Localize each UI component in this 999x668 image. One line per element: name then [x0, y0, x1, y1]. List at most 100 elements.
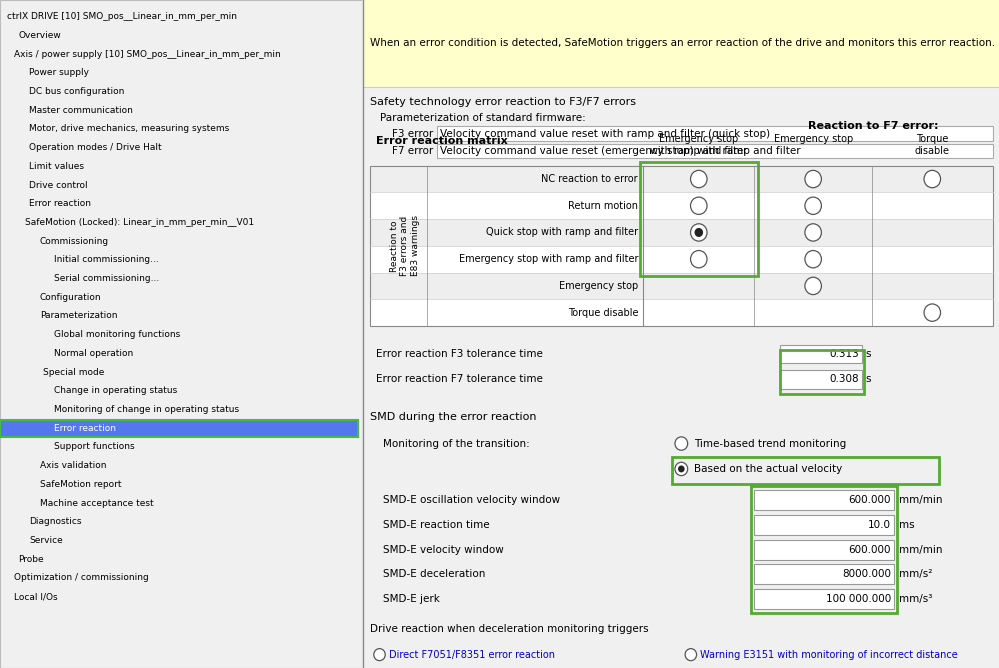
Text: Time-based trend monitoring: Time-based trend monitoring	[694, 439, 846, 448]
Text: SafeMotion report: SafeMotion report	[40, 480, 121, 489]
Text: Commissioning: Commissioning	[40, 236, 109, 246]
Text: Velocity command value reset with ramp and filter (quick stop): Velocity command value reset with ramp a…	[440, 129, 770, 138]
Bar	[751, 486, 897, 613]
Text: Change in operating status: Change in operating status	[54, 386, 178, 395]
Bar	[437, 126, 993, 141]
Text: Emergency stop with ramp and filter: Emergency stop with ramp and filter	[459, 255, 638, 264]
Text: Diagnostics: Diagnostics	[29, 517, 82, 526]
Text: Monitoring of change in operating status: Monitoring of change in operating status	[54, 405, 240, 414]
Text: Emergency stop
with ramp and filter: Emergency stop with ramp and filter	[650, 134, 747, 156]
Text: F7 error: F7 error	[393, 146, 434, 156]
Bar	[370, 219, 993, 246]
Text: 600.000: 600.000	[848, 496, 891, 505]
Circle shape	[675, 437, 687, 450]
Bar	[370, 273, 993, 299]
Text: Return motion: Return motion	[568, 201, 638, 210]
Circle shape	[805, 170, 821, 188]
Circle shape	[675, 462, 687, 476]
Text: Error reaction matrix: Error reaction matrix	[377, 136, 508, 146]
Text: s: s	[865, 349, 871, 359]
Text: Operation modes / Drive Halt: Operation modes / Drive Halt	[29, 143, 162, 152]
Text: Power supply: Power supply	[29, 68, 89, 77]
Text: s: s	[865, 375, 871, 384]
Bar	[0, 420, 358, 437]
Text: Error reaction F7 tolerance time: Error reaction F7 tolerance time	[377, 375, 543, 384]
Text: 8000.000: 8000.000	[842, 570, 891, 579]
Text: When an error condition is detected, SafeMotion triggers an error reaction of th: When an error condition is detected, Saf…	[370, 39, 995, 48]
Text: Warning E3151 with monitoring of incorrect distance: Warning E3151 with monitoring of incorre…	[700, 650, 958, 659]
Text: Configuration: Configuration	[40, 293, 102, 302]
Text: Local I/Os: Local I/Os	[14, 592, 58, 601]
Bar	[754, 515, 894, 535]
Text: NC reaction to error: NC reaction to error	[541, 174, 638, 184]
Text: Service: Service	[29, 536, 63, 545]
Text: Motor, drive mechanics, measuring systems: Motor, drive mechanics, measuring system…	[29, 124, 229, 134]
Text: SMD-E reaction time: SMD-E reaction time	[383, 520, 490, 530]
Text: SafeMotion (Locked): Linear_in_mm_per_min__V01: SafeMotion (Locked): Linear_in_mm_per_mi…	[25, 218, 255, 227]
Text: Support functions: Support functions	[54, 442, 135, 452]
Bar	[370, 299, 993, 326]
Bar	[640, 162, 757, 276]
Text: ctrlX DRIVE [10] SMO_pos__Linear_in_mm_per_min: ctrlX DRIVE [10] SMO_pos__Linear_in_mm_p…	[7, 12, 237, 21]
Text: Based on the actual velocity: Based on the actual velocity	[694, 464, 842, 474]
Circle shape	[685, 649, 696, 661]
Circle shape	[374, 649, 386, 661]
Text: Machine acceptance test: Machine acceptance test	[40, 498, 154, 508]
Text: SMD during the error reaction: SMD during the error reaction	[370, 412, 536, 422]
Circle shape	[805, 277, 821, 295]
Bar	[754, 564, 894, 584]
Text: Parameterization of standard firmware:: Parameterization of standard firmware:	[380, 113, 585, 122]
Bar	[780, 345, 862, 363]
Text: mm/s³: mm/s³	[899, 595, 933, 604]
Bar	[754, 589, 894, 609]
Bar	[370, 166, 993, 192]
Text: 10.0: 10.0	[868, 520, 891, 530]
Text: Axis validation: Axis validation	[40, 461, 106, 470]
Text: Global monitoring functions: Global monitoring functions	[54, 330, 181, 339]
Bar	[671, 457, 939, 484]
Circle shape	[924, 170, 940, 188]
Text: Parameterization: Parameterization	[40, 311, 117, 321]
Circle shape	[805, 250, 821, 268]
Text: Direct F7051/F8351 error reaction: Direct F7051/F8351 error reaction	[389, 650, 555, 659]
Text: Axis / power supply [10] SMO_pos__Linear_in_mm_per_min: Axis / power supply [10] SMO_pos__Linear…	[14, 49, 281, 59]
Text: 0.313: 0.313	[829, 349, 859, 359]
Circle shape	[924, 304, 940, 321]
Text: Emergency stop: Emergency stop	[558, 281, 638, 291]
Text: Normal operation: Normal operation	[54, 349, 134, 358]
Circle shape	[690, 197, 707, 214]
Bar	[370, 192, 993, 219]
Text: Optimization / commissioning: Optimization / commissioning	[14, 573, 149, 582]
Bar	[437, 144, 993, 158]
Bar	[780, 370, 862, 389]
Text: Monitoring of the transition:: Monitoring of the transition:	[383, 439, 529, 448]
Text: Drive control: Drive control	[29, 180, 88, 190]
Text: Error reaction F3 tolerance time: Error reaction F3 tolerance time	[377, 349, 543, 359]
Text: Error reaction: Error reaction	[54, 424, 116, 433]
Bar	[364, 0, 999, 87]
Text: DC bus configuration: DC bus configuration	[29, 87, 124, 96]
Text: Velocity command value reset (emergency stop) with ramp and filter: Velocity command value reset (emergency …	[440, 146, 800, 156]
Text: F3 error: F3 error	[393, 129, 434, 138]
Text: Limit values: Limit values	[29, 162, 84, 171]
Circle shape	[690, 224, 707, 241]
Bar	[780, 350, 864, 394]
Circle shape	[805, 224, 821, 241]
Text: Probe: Probe	[18, 554, 44, 564]
Text: Serial commissioning...: Serial commissioning...	[54, 274, 160, 283]
Bar	[754, 540, 894, 560]
Text: Drive reaction when deceleration monitoring triggers: Drive reaction when deceleration monitor…	[370, 625, 648, 634]
Text: Overview: Overview	[18, 31, 61, 40]
Text: Reaction to
F3 errors and
E83 warnings: Reaction to F3 errors and E83 warnings	[390, 215, 420, 277]
Circle shape	[678, 466, 684, 472]
Text: Quick stop with ramp and filter: Quick stop with ramp and filter	[486, 228, 638, 237]
Circle shape	[690, 250, 707, 268]
Text: Master communication: Master communication	[29, 106, 133, 115]
Text: mm/min: mm/min	[899, 545, 943, 554]
Text: 100 000.000: 100 000.000	[826, 595, 891, 604]
Circle shape	[690, 170, 707, 188]
Bar	[370, 166, 993, 326]
Text: Emergency stop: Emergency stop	[773, 134, 853, 144]
Circle shape	[805, 197, 821, 214]
Text: 0.308: 0.308	[829, 375, 859, 384]
